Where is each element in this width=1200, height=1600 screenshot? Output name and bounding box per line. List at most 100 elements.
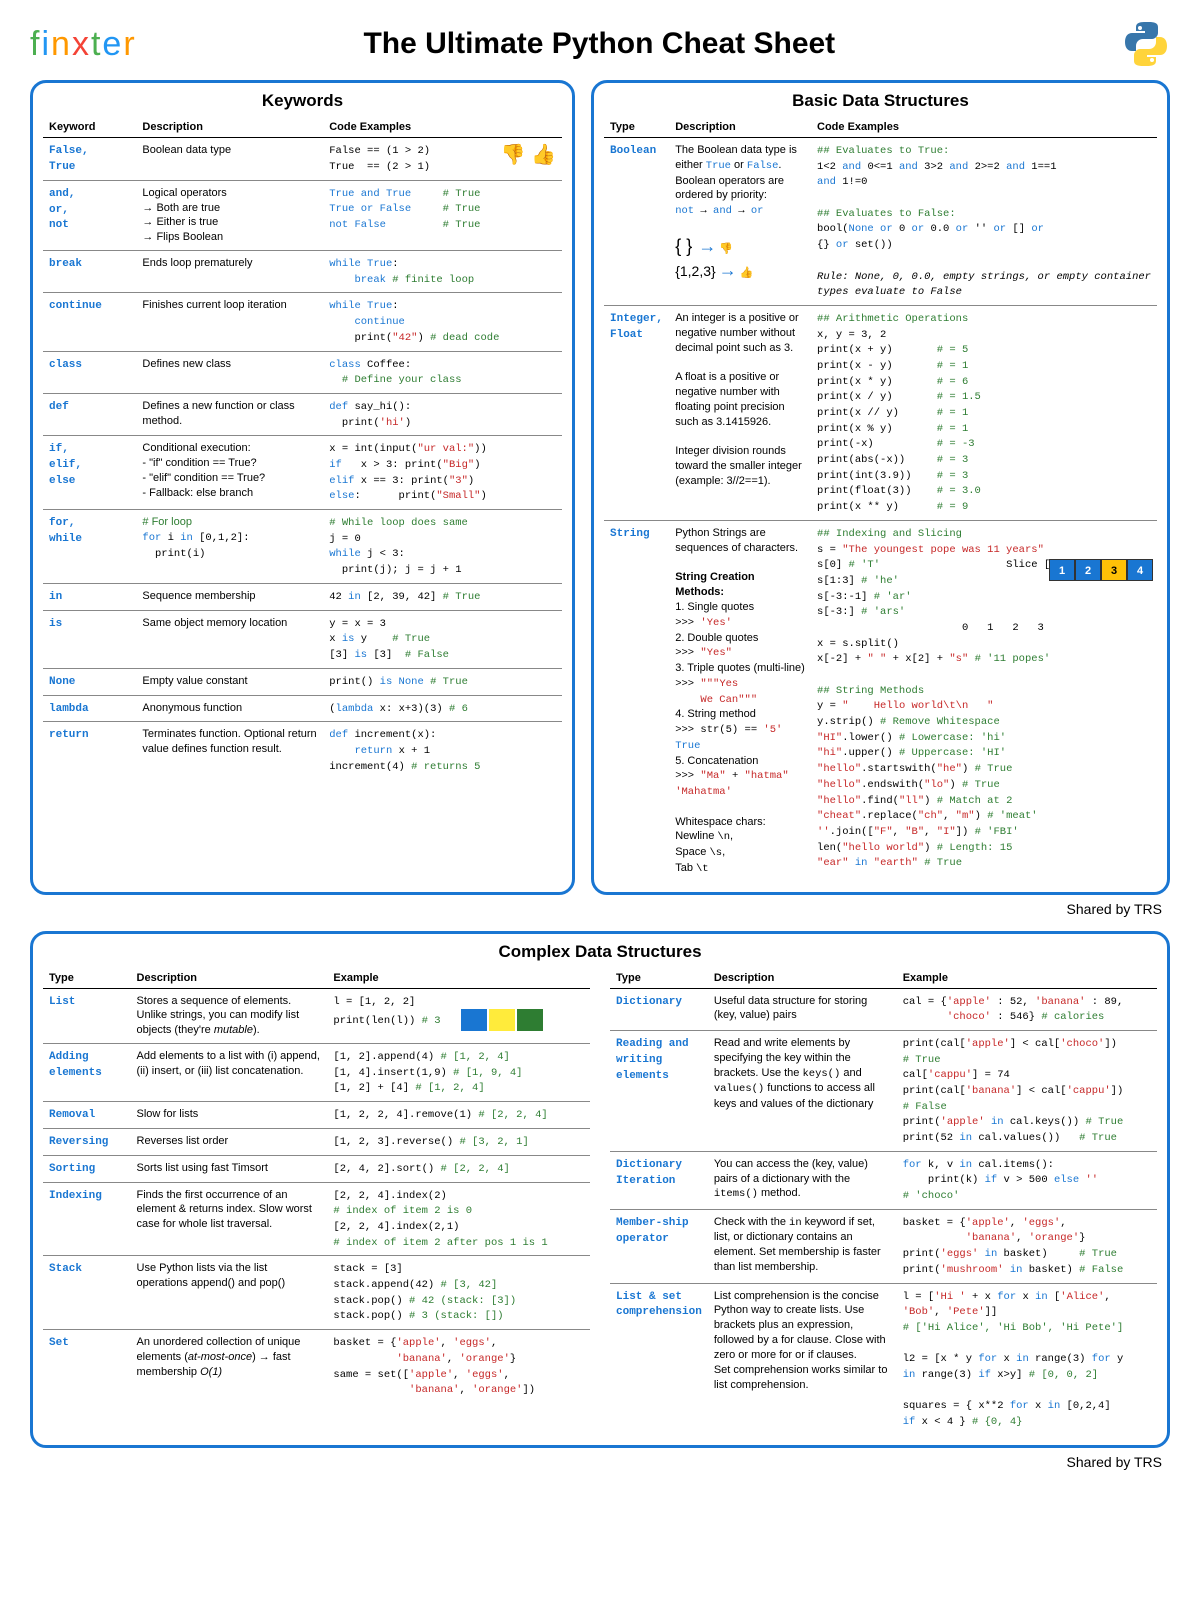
cell-code: cal = {'apple' : 52, 'banana' : 89, 'cho… — [897, 988, 1157, 1030]
cell-code: [1, 2].append(4) # [1, 2, 4] [1, 4].inse… — [327, 1044, 590, 1102]
panel-title-keywords: Keywords — [43, 91, 562, 111]
table-row: continueFinishes current loop iterationw… — [43, 293, 562, 351]
shared-by-2: Shared by TRS — [30, 1454, 1162, 1470]
cell-kw: break — [43, 251, 136, 293]
cell-code: True and True # True True or False # Tru… — [323, 180, 562, 250]
cell-type: Set — [43, 1330, 131, 1403]
cell-code: [2, 4, 2].sort() # [2, 2, 4] — [327, 1155, 590, 1182]
table-row: False,TrueBoolean data typeFalse == (1 >… — [43, 138, 562, 181]
cell-code: [2, 2, 4].index(2) # index of item 2 is … — [327, 1182, 590, 1256]
table-row: SetAn unordered collection of unique ele… — [43, 1330, 590, 1403]
cell-kw: in — [43, 583, 136, 610]
cell-code: 42 in [2, 39, 42] # True — [323, 583, 562, 610]
cell-desc: Conditional execution:- "if" condition =… — [136, 436, 323, 510]
table-row: SortingSorts list using fast Timsort[2, … — [43, 1155, 590, 1182]
cell-kw: return — [43, 722, 136, 780]
cell-code: basket = {'apple', 'eggs', 'banana', 'or… — [897, 1209, 1157, 1283]
table-row: inSequence membership42 in [2, 39, 42] #… — [43, 583, 562, 610]
cell-desc: Check with the in keyword if set, list, … — [708, 1209, 897, 1283]
brand-logo: finxter — [30, 25, 137, 64]
table-row: NoneEmpty value constantprint() is None … — [43, 668, 562, 695]
cell-desc: Same object memory location — [136, 610, 323, 668]
cell-desc: Add elements to a list with (i) append, … — [131, 1044, 328, 1102]
table-row: IndexingFinds the first occurrence of an… — [43, 1182, 590, 1256]
cell-desc: You can access the (key, value) pairs of… — [708, 1151, 897, 1209]
cell-code: print(cal['apple'] < cal['choco']) # Tru… — [897, 1030, 1157, 1151]
cell-kw: if,elif,else — [43, 436, 136, 510]
col-header: Keyword — [43, 117, 136, 138]
panel-title-complex: Complex Data Structures — [43, 942, 1157, 962]
cell-type: String — [604, 520, 669, 881]
cell-type: Sorting — [43, 1155, 131, 1182]
cell-code: ## Evaluates to True: 1<2 and 0<=1 and 3… — [811, 138, 1157, 306]
panel-title-basic: Basic Data Structures — [604, 91, 1157, 111]
cell-type: List — [43, 988, 131, 1044]
keywords-table: KeywordDescriptionCode Examples False,Tr… — [43, 117, 562, 779]
table-row: Member-ship operatorCheck with the in ke… — [610, 1209, 1157, 1283]
cell-code: False == (1 > 2) True == (2 > 1)👎 👍 — [323, 138, 562, 181]
col-header: Example — [897, 968, 1157, 989]
cell-kw: None — [43, 668, 136, 695]
cell-desc: Slow for lists — [131, 1102, 328, 1129]
cell-code: [1, 2, 2, 4].remove(1) # [2, 2, 4] — [327, 1102, 590, 1129]
cell-desc: Finds the first occurrence of an element… — [131, 1182, 328, 1256]
cell-desc: The Boolean data type is either True or … — [669, 138, 811, 306]
cell-type: Integer,Float — [604, 305, 669, 520]
table-row: isSame object memory locationy = x = 3 x… — [43, 610, 562, 668]
cell-desc: Anonymous function — [136, 695, 323, 722]
table-row: lambdaAnonymous function(lambda x: x+3)(… — [43, 695, 562, 722]
cell-desc: Ends loop prematurely — [136, 251, 323, 293]
col-header: Description — [708, 968, 897, 989]
cell-type: Dictionary — [610, 988, 708, 1030]
cell-type: List & set comprehension — [610, 1283, 708, 1435]
table-row: Adding elementsAdd elements to a list wi… — [43, 1044, 590, 1102]
cell-code: print() is None # True — [323, 668, 562, 695]
cell-desc: Defines new class — [136, 351, 323, 393]
cell-code: [1, 2, 3].reverse() # [3, 2, 1] — [327, 1128, 590, 1155]
cell-type: Dictionary Iteration — [610, 1151, 708, 1209]
cell-code: class Coffee: # Define your class — [323, 351, 562, 393]
table-row: defDefines a new function or class metho… — [43, 393, 562, 435]
cell-code: stack = [3] stack.append(42) # [3, 42] s… — [327, 1256, 590, 1330]
col-header: Description — [136, 117, 323, 138]
table-row: Dictionary IterationYou can access the (… — [610, 1151, 1157, 1209]
complex-table-left: TypeDescriptionExample ListStores a sequ… — [43, 968, 590, 1403]
header: finxter The Ultimate Python Cheat Sheet — [30, 20, 1170, 68]
cell-desc: Finishes current loop iteration — [136, 293, 323, 351]
table-row: Reading and writing elementsRead and wri… — [610, 1030, 1157, 1151]
cell-desc: Python Strings are sequences of characte… — [669, 520, 811, 881]
cell-desc: # For loopfor i in [0,1,2]: print(i) — [136, 510, 323, 584]
col-header: Type — [610, 968, 708, 989]
cell-code: x = int(input("ur val:")) if x > 3: prin… — [323, 436, 562, 510]
cell-code: y = x = 3 x is y # True [3] is [3] # Fal… — [323, 610, 562, 668]
cell-type: Removal — [43, 1102, 131, 1129]
python-icon — [1122, 20, 1170, 68]
col-header: Code Examples — [811, 117, 1157, 138]
cell-desc: Boolean data type — [136, 138, 323, 181]
table-row: StringPython Strings are sequences of ch… — [604, 520, 1157, 881]
complex-table-right: TypeDescriptionExample DictionaryUseful … — [610, 968, 1157, 1435]
col-header: Type — [604, 117, 669, 138]
col-header: Description — [131, 968, 328, 989]
shared-by-1: Shared by TRS — [30, 901, 1162, 917]
cell-kw: class — [43, 351, 136, 393]
cell-code: ## Arithmetic Operations x, y = 3, 2 pri… — [811, 305, 1157, 520]
cell-code: while True: continue print("42") # dead … — [323, 293, 562, 351]
cell-desc: Terminates function. Optional return val… — [136, 722, 323, 780]
col-header: Example — [327, 968, 590, 989]
basic-table: TypeDescriptionCode Examples BooleanThe … — [604, 117, 1157, 882]
basic-panel: Basic Data Structures TypeDescriptionCod… — [591, 80, 1170, 895]
table-row: Integer,FloatAn integer is a positive or… — [604, 305, 1157, 520]
cell-code: l = ['Hi ' + x for x in ['Alice', 'Bob',… — [897, 1283, 1157, 1435]
cell-desc: Use Python lists via the list operations… — [131, 1256, 328, 1330]
table-row: returnTerminates function. Optional retu… — [43, 722, 562, 780]
cell-code: def say_hi(): print('hi') — [323, 393, 562, 435]
table-row: RemovalSlow for lists[1, 2, 2, 4].remove… — [43, 1102, 590, 1129]
keywords-panel: Keywords KeywordDescriptionCode Examples… — [30, 80, 575, 895]
cell-type: Member-ship operator — [610, 1209, 708, 1283]
cell-kw: and,or,not — [43, 180, 136, 250]
cell-code: for k, v in cal.items(): print(k) if v >… — [897, 1151, 1157, 1209]
cell-type: Boolean — [604, 138, 669, 306]
cell-desc: Sorts list using fast Timsort — [131, 1155, 328, 1182]
complex-panel: Complex Data Structures TypeDescriptionE… — [30, 931, 1170, 1448]
